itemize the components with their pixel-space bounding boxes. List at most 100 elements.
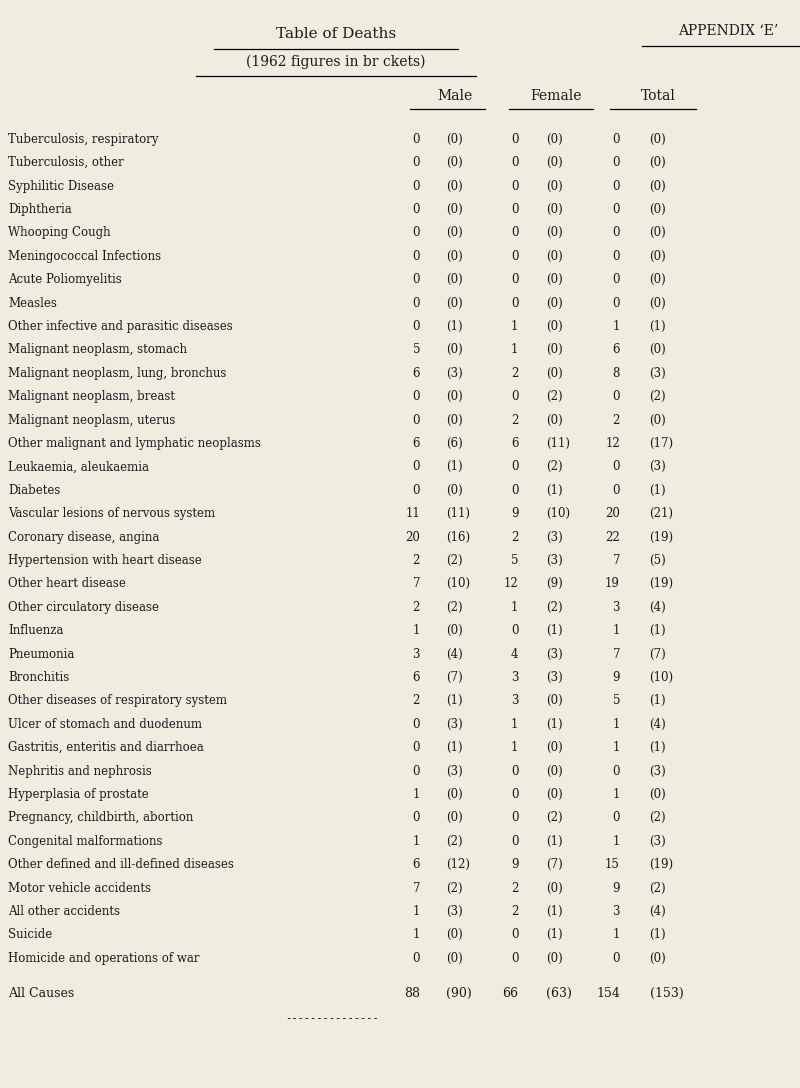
Text: Malignant neoplasm, uterus: Malignant neoplasm, uterus [8, 413, 175, 426]
Text: 0: 0 [613, 460, 620, 473]
Text: 0: 0 [413, 391, 420, 404]
Text: 0: 0 [613, 484, 620, 497]
Text: 1: 1 [613, 718, 620, 731]
Text: 0: 0 [613, 273, 620, 286]
Text: 1: 1 [613, 788, 620, 801]
Text: Ulcer of stomach and duodenum: Ulcer of stomach and duodenum [8, 718, 202, 731]
Text: (2): (2) [546, 460, 563, 473]
Text: 1: 1 [613, 741, 620, 754]
Text: (17): (17) [650, 437, 674, 450]
Text: (0): (0) [650, 297, 666, 310]
Text: (1): (1) [446, 741, 463, 754]
Text: Diabetes: Diabetes [8, 484, 60, 497]
Text: (0): (0) [446, 157, 463, 169]
Text: 0: 0 [511, 226, 518, 239]
Text: 1: 1 [613, 928, 620, 941]
Text: (1): (1) [650, 484, 666, 497]
Text: (16): (16) [446, 531, 470, 544]
Text: Leukaemia, aleukaemia: Leukaemia, aleukaemia [8, 460, 149, 473]
Text: (3): (3) [446, 367, 463, 380]
Text: (2): (2) [446, 554, 463, 567]
Text: (1): (1) [546, 625, 563, 638]
Text: (3): (3) [650, 765, 666, 778]
Text: Other circulatory disease: Other circulatory disease [8, 601, 159, 614]
Text: (10): (10) [650, 671, 674, 684]
Text: 0: 0 [511, 834, 518, 848]
Text: (0): (0) [446, 952, 463, 965]
Text: Other malignant and lymphatic neoplasms: Other malignant and lymphatic neoplasms [8, 437, 261, 450]
Text: (3): (3) [546, 671, 563, 684]
Text: 0: 0 [511, 812, 518, 825]
Text: (3): (3) [546, 531, 563, 544]
Text: Total: Total [642, 89, 676, 103]
Text: (2): (2) [446, 881, 463, 894]
Text: (0): (0) [446, 344, 463, 357]
Text: (0): (0) [650, 344, 666, 357]
Text: Diphtheria: Diphtheria [8, 203, 72, 215]
Text: (11): (11) [546, 437, 570, 450]
Text: Congenital malformations: Congenital malformations [8, 834, 162, 848]
Text: (7): (7) [546, 858, 563, 871]
Text: Bronchitis: Bronchitis [8, 671, 70, 684]
Text: (3): (3) [650, 460, 666, 473]
Text: (0): (0) [546, 952, 563, 965]
Text: (3): (3) [546, 554, 563, 567]
Text: (0): (0) [546, 413, 563, 426]
Text: 0: 0 [511, 765, 518, 778]
Text: (3): (3) [546, 647, 563, 660]
Text: 9: 9 [511, 507, 518, 520]
Text: Malignant neoplasm, breast: Malignant neoplasm, breast [8, 391, 175, 404]
Text: 0: 0 [613, 391, 620, 404]
Text: 1: 1 [511, 741, 518, 754]
Text: APPENDIX ‘E’: APPENDIX ‘E’ [678, 24, 778, 38]
Text: (0): (0) [650, 250, 666, 262]
Text: Other heart disease: Other heart disease [8, 578, 126, 591]
Text: (0): (0) [546, 788, 563, 801]
Text: 2: 2 [511, 881, 518, 894]
Text: (4): (4) [650, 601, 666, 614]
Text: 5: 5 [511, 554, 518, 567]
Text: (0): (0) [446, 413, 463, 426]
Text: (11): (11) [446, 507, 470, 520]
Text: 2: 2 [511, 905, 518, 918]
Text: 8: 8 [613, 367, 620, 380]
Text: 1: 1 [413, 928, 420, 941]
Text: 0: 0 [613, 180, 620, 193]
Text: (0): (0) [546, 297, 563, 310]
Text: 0: 0 [413, 765, 420, 778]
Text: 0: 0 [511, 157, 518, 169]
Text: (2): (2) [546, 812, 563, 825]
Text: 0: 0 [413, 413, 420, 426]
Text: 0: 0 [413, 952, 420, 965]
Text: Acute Poliomyelitis: Acute Poliomyelitis [8, 273, 122, 286]
Text: 0: 0 [511, 180, 518, 193]
Text: (0): (0) [650, 413, 666, 426]
Text: (9): (9) [546, 578, 563, 591]
Text: 1: 1 [413, 625, 420, 638]
Text: (0): (0) [546, 881, 563, 894]
Text: (1): (1) [546, 718, 563, 731]
Text: (10): (10) [546, 507, 570, 520]
Text: 0: 0 [613, 226, 620, 239]
Text: 2: 2 [413, 694, 420, 707]
Text: (1): (1) [546, 928, 563, 941]
Text: (2): (2) [650, 391, 666, 404]
Text: (3): (3) [446, 765, 463, 778]
Text: Male: Male [438, 89, 473, 103]
Text: 7: 7 [413, 578, 420, 591]
Text: 12: 12 [606, 437, 620, 450]
Text: (1962 figures in br ckets): (1962 figures in br ckets) [246, 54, 426, 69]
Text: ---------------: --------------- [285, 1013, 379, 1023]
Text: (0): (0) [650, 203, 666, 215]
Text: 6: 6 [413, 671, 420, 684]
Text: 6: 6 [511, 437, 518, 450]
Text: (0): (0) [446, 297, 463, 310]
Text: 9: 9 [511, 858, 518, 871]
Text: 2: 2 [511, 413, 518, 426]
Text: (0): (0) [446, 788, 463, 801]
Text: (0): (0) [446, 484, 463, 497]
Text: Coronary disease, angina: Coronary disease, angina [8, 531, 159, 544]
Text: Other defined and ill-defined diseases: Other defined and ill-defined diseases [8, 858, 234, 871]
Text: (1): (1) [546, 484, 563, 497]
Text: 154: 154 [596, 987, 620, 1000]
